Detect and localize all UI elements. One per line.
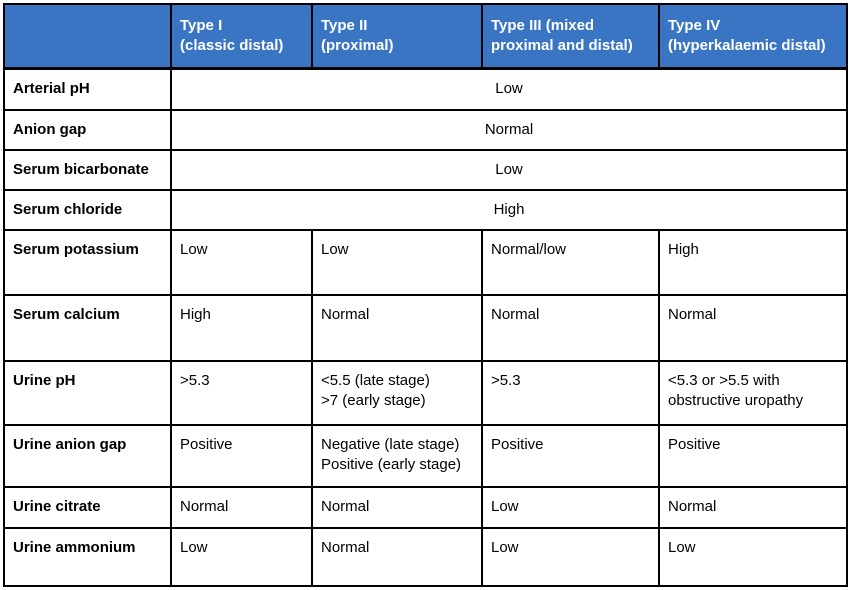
cell-urine-citrate-type-3: Low: [481, 486, 660, 529]
cell-urine-ph-type-2: <5.5 (late stage) >7 (early stage): [311, 360, 483, 426]
col-header-type-3: Type III (mixed proximal and distal): [481, 3, 660, 70]
cell-urine-ammonium-type-4: Low: [658, 527, 848, 587]
table-row-serum-calcium: Serum calcium High Normal Normal Normal: [3, 294, 848, 362]
col-header-type-4: Type IV (hyperkalaemic distal): [658, 3, 848, 70]
table-row-serum-bicarbonate: Serum bicarbonate Low: [3, 149, 848, 191]
row-label-serum-chloride: Serum chloride: [3, 189, 172, 231]
merged-value-anion-gap: Normal: [170, 109, 848, 151]
cell-urine-citrate-type-1: Normal: [170, 486, 313, 529]
col-header-type-2: Type II (proximal): [311, 3, 483, 70]
cell-urine-ammonium-type-1: Low: [170, 527, 313, 587]
row-label-urine-citrate: Urine citrate: [3, 486, 172, 529]
header-row: Type I (classic distal) Type II (proxima…: [3, 3, 848, 70]
cell-urine-anion-gap-type-1: Positive: [170, 424, 313, 488]
merged-value-serum-bicarbonate: Low: [170, 149, 848, 191]
cell-serum-calcium-type-1: High: [170, 294, 313, 362]
row-label-urine-ph: Urine pH: [3, 360, 172, 426]
cell-urine-anion-gap-type-4: Positive: [658, 424, 848, 488]
merged-value-arterial-ph: Low: [170, 67, 848, 111]
merged-value-serum-chloride: High: [170, 189, 848, 231]
corner-cell: [3, 3, 172, 70]
cell-urine-anion-gap-type-2: Negative (late stage) Positive (early st…: [311, 424, 483, 488]
cell-urine-ammonium-type-2: Normal: [311, 527, 483, 587]
cell-urine-ph-type-3: >5.3: [481, 360, 660, 426]
table-row-serum-chloride: Serum chloride High: [3, 189, 848, 231]
row-label-urine-anion-gap: Urine anion gap: [3, 424, 172, 488]
row-label-serum-calcium: Serum calcium: [3, 294, 172, 362]
cell-urine-anion-gap-type-3: Positive: [481, 424, 660, 488]
row-label-serum-potassium: Serum potassium: [3, 229, 172, 296]
cell-serum-calcium-type-4: Normal: [658, 294, 848, 362]
col-header-type-1: Type I (classic distal): [170, 3, 313, 70]
table-row-urine-citrate: Urine citrate Normal Normal Low Normal: [3, 486, 848, 529]
row-label-serum-bicarbonate: Serum bicarbonate: [3, 149, 172, 191]
row-label-arterial-ph: Arterial pH: [3, 67, 172, 111]
row-label-urine-ammonium: Urine ammonium: [3, 527, 172, 587]
table-row-urine-ammonium: Urine ammonium Low Normal Low Low: [3, 527, 848, 587]
table-row-urine-ph: Urine pH >5.3 <5.5 (late stage) >7 (earl…: [3, 360, 848, 426]
cell-serum-potassium-type-2: Low: [311, 229, 483, 296]
table-row-urine-anion-gap: Urine anion gap Positive Negative (late …: [3, 424, 848, 488]
table-row-serum-potassium: Serum potassium Low Low Normal/low High: [3, 229, 848, 296]
cell-urine-ph-type-1: >5.3: [170, 360, 313, 426]
cell-serum-calcium-type-3: Normal: [481, 294, 660, 362]
cell-urine-citrate-type-4: Normal: [658, 486, 848, 529]
table-row-arterial-ph: Arterial pH Low: [3, 67, 848, 111]
cell-urine-ph-type-4: <5.3 or >5.5 with obstructive uropathy: [658, 360, 848, 426]
cell-urine-citrate-type-2: Normal: [311, 486, 483, 529]
rta-comparison-table: Type I (classic distal) Type II (proxima…: [3, 3, 848, 587]
row-label-anion-gap: Anion gap: [3, 109, 172, 151]
table-row-anion-gap: Anion gap Normal: [3, 109, 848, 151]
cell-serum-potassium-type-1: Low: [170, 229, 313, 296]
cell-serum-calcium-type-2: Normal: [311, 294, 483, 362]
cell-urine-ammonium-type-3: Low: [481, 527, 660, 587]
cell-serum-potassium-type-3: Normal/low: [481, 229, 660, 296]
cell-serum-potassium-type-4: High: [658, 229, 848, 296]
